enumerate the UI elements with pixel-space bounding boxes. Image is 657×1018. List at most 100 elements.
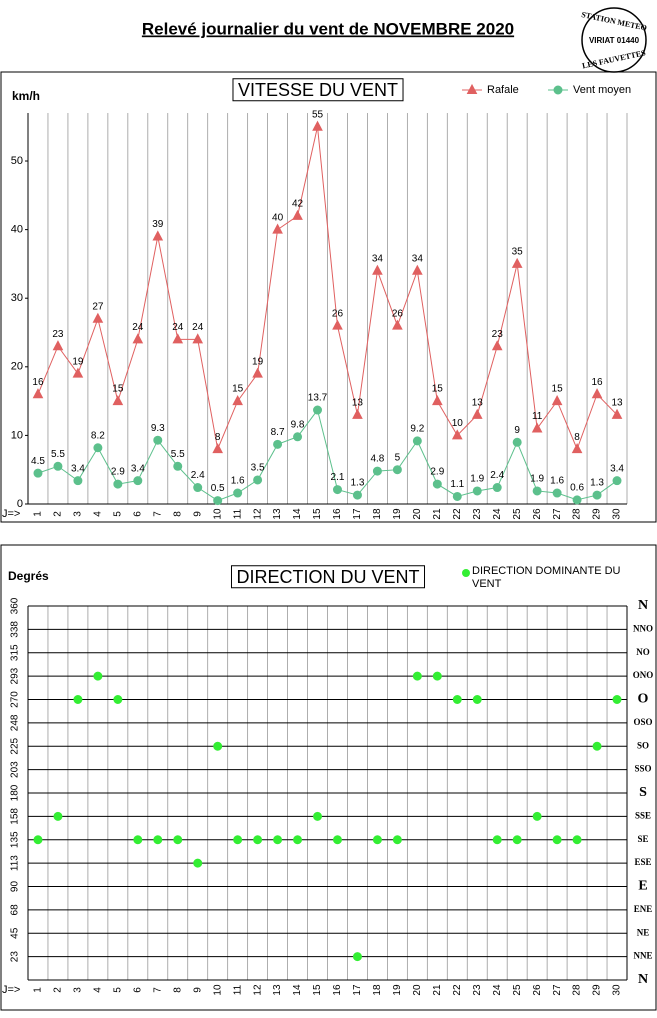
data-label: 15 <box>432 384 444 395</box>
marker <box>372 264 383 275</box>
marker <box>53 461 63 471</box>
data-label: 24 <box>132 322 144 333</box>
y-tick-label: 20 <box>11 361 23 373</box>
data-label: 3.4 <box>71 463 85 474</box>
marker <box>153 835 163 845</box>
x-tick-label: 7 <box>152 511 163 517</box>
data-label: 2.9 <box>111 467 125 478</box>
y2-tick-label: N <box>638 598 648 613</box>
marker <box>332 485 342 495</box>
data-label: 3.4 <box>131 463 145 474</box>
title-box <box>232 78 404 102</box>
marker <box>93 443 103 453</box>
marker <box>472 486 482 496</box>
data-label: 0.5 <box>211 483 225 494</box>
marker <box>233 835 243 845</box>
title-box <box>230 565 426 589</box>
marker <box>193 483 203 493</box>
marker <box>272 223 283 234</box>
stamp-text: LES FAUVETTES <box>581 48 647 70</box>
data-label: 55 <box>312 109 324 120</box>
marker <box>553 85 563 95</box>
y2-tick-label: OSO <box>633 717 652 727</box>
data-label: 8.7 <box>271 427 285 438</box>
x-tick-label: 7 <box>152 987 163 993</box>
marker <box>412 671 422 681</box>
x-axis-label: J=> <box>2 984 20 996</box>
x-tick-label: 14 <box>292 984 303 996</box>
marker <box>552 835 562 845</box>
stamp-text: STATION METEO <box>581 10 648 33</box>
data-label: 2.9 <box>430 467 444 478</box>
data-label: 3.5 <box>251 463 265 474</box>
x-tick-label: 8 <box>172 511 183 517</box>
marker <box>113 695 123 704</box>
marker <box>332 319 343 330</box>
marker <box>32 388 44 399</box>
data-label: 1.9 <box>470 474 484 485</box>
y-axis-label: Degrés <box>8 569 49 583</box>
y-tick-label: 135 <box>10 831 21 848</box>
x-tick-label: 30 <box>612 984 623 996</box>
marker <box>132 333 144 344</box>
marker <box>472 695 482 704</box>
x-tick-label: 2 <box>53 987 64 993</box>
x-tick-label: 4 <box>93 511 104 517</box>
y-tick-label: 68 <box>10 904 21 916</box>
data-label: 24 <box>192 322 204 333</box>
x-tick-label: 17 <box>352 508 363 520</box>
data-label: 9.8 <box>291 419 305 430</box>
legend-label: DIRECTION DOMINANTE DU VENT <box>472 565 621 590</box>
marker <box>392 319 403 330</box>
data-label: 4.5 <box>31 456 45 467</box>
y2-tick-label: O <box>638 692 649 707</box>
marker <box>292 209 303 220</box>
data-label: 1.6 <box>231 476 245 487</box>
marker <box>173 835 183 845</box>
marker <box>431 395 443 406</box>
data-label: 9 <box>514 425 520 436</box>
marker <box>173 461 183 471</box>
x-tick-label: 26 <box>532 984 543 996</box>
x-tick-label: 24 <box>492 508 503 520</box>
y2-tick-label: E <box>638 879 647 894</box>
marker <box>612 695 622 704</box>
data-label: 8.2 <box>91 430 105 441</box>
y2-tick-label: SO <box>637 740 649 750</box>
data-label: 3.4 <box>610 463 624 474</box>
x-tick-label: 20 <box>412 984 423 996</box>
data-label: 39 <box>152 219 164 230</box>
y2-tick-label: ESE <box>634 857 651 867</box>
y2-tick-label: N <box>638 972 648 987</box>
y2-tick-label: NO <box>636 647 650 657</box>
marker <box>572 835 582 845</box>
y-tick-label: 180 <box>10 784 21 801</box>
x-tick-label: 28 <box>572 508 583 520</box>
y2-tick-label: NNO <box>633 623 653 633</box>
x-tick-label: 12 <box>252 508 263 520</box>
data-label: 1.9 <box>530 474 544 485</box>
y-tick-label: 10 <box>11 429 23 441</box>
marker <box>532 811 542 821</box>
x-tick-label: 23 <box>472 508 483 520</box>
marker <box>112 395 124 406</box>
y-tick-label: 90 <box>10 881 21 893</box>
y-tick-label: 0 <box>17 498 23 510</box>
marker <box>233 488 243 498</box>
data-label: 35 <box>512 247 524 258</box>
chart: DIRECTION DU VENTDegrés23456890113135158… <box>0 544 657 1011</box>
x-tick-label: 13 <box>272 508 283 520</box>
marker <box>511 257 523 268</box>
series-line <box>37 126 618 451</box>
marker <box>491 340 503 351</box>
marker <box>432 671 442 681</box>
y-tick-label: 360 <box>10 597 21 614</box>
marker <box>452 695 462 704</box>
y-tick-label: 248 <box>10 714 21 731</box>
marker <box>572 495 582 505</box>
x-tick-label: 14 <box>292 508 303 520</box>
data-label: 34 <box>412 253 424 264</box>
marker <box>293 432 303 442</box>
marker <box>466 83 478 94</box>
